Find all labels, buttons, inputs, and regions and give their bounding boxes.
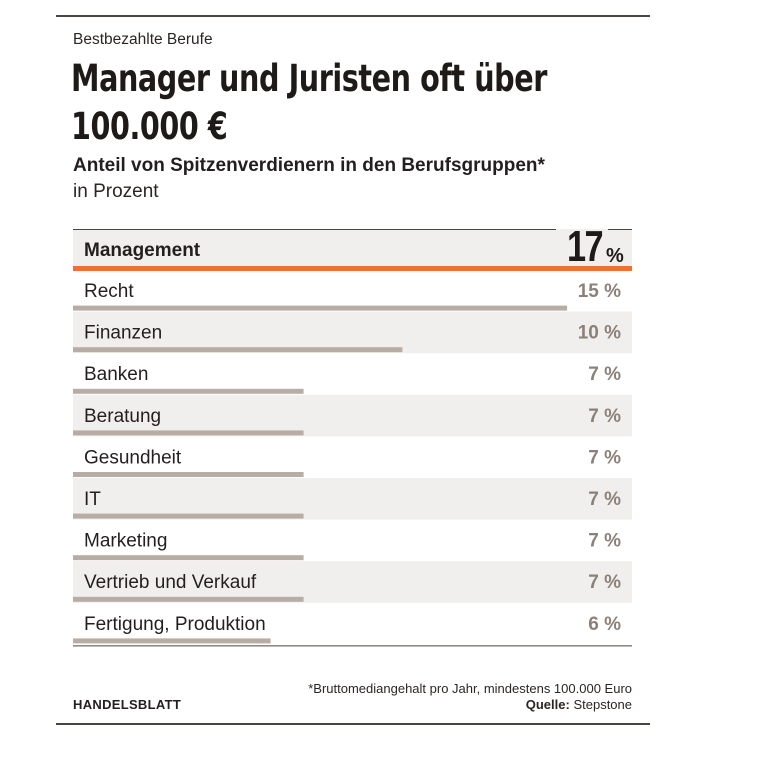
value-label: 7 % xyxy=(588,489,621,510)
source-label: Quelle: xyxy=(525,697,570,712)
row-background xyxy=(73,229,632,270)
data-bar xyxy=(73,596,304,602)
category-label: Banken xyxy=(84,364,148,385)
data-bar xyxy=(73,266,632,271)
category-label: Gesundheit xyxy=(84,447,182,468)
row-background xyxy=(73,394,632,437)
kicker: Bestbezahlte Berufe xyxy=(73,31,213,48)
headline: Manager und Juristen oft über 100.000 € xyxy=(71,57,547,148)
category-label: Management xyxy=(84,240,201,261)
category-label: Marketing xyxy=(84,531,167,552)
data-bar xyxy=(73,305,568,311)
source-line: Quelle: Stepstone xyxy=(526,697,632,712)
category-label: Vertrieb und Verkauf xyxy=(84,572,257,593)
chart-subtitle: Anteil von Spitzenverdienern in den Beru… xyxy=(73,155,545,176)
data-bar xyxy=(73,472,304,477)
unit-label: in Prozent xyxy=(73,181,159,202)
value-label: 7 % xyxy=(588,531,621,552)
data-bar xyxy=(73,430,304,436)
row-background xyxy=(73,561,632,603)
brand-logo: HANDELSBLATT xyxy=(73,697,182,712)
highlight-value: 17 xyxy=(567,222,603,271)
data-bar xyxy=(73,638,271,644)
category-label: IT xyxy=(84,489,101,510)
data-bar xyxy=(73,347,403,353)
bottom-rule xyxy=(56,723,650,725)
row-background xyxy=(73,478,632,520)
value-label: 10 % xyxy=(578,323,621,344)
top-rule xyxy=(56,15,650,17)
bar-chart: Management 17 % Recht 15 % Finanzen 10 % Banken… xyxy=(73,222,632,647)
data-bar xyxy=(73,555,304,561)
row-background xyxy=(73,311,632,354)
highlight-unit: % xyxy=(606,245,624,267)
value-label: 7 % xyxy=(588,447,621,468)
value-label: 7 % xyxy=(588,572,621,593)
source-value: Stepstone xyxy=(573,697,632,712)
data-bar xyxy=(73,388,304,394)
category-label: Fertigung, Produktion xyxy=(84,614,266,635)
value-label: 6 % xyxy=(588,614,621,635)
value-label: 7 % xyxy=(588,364,621,385)
value-label: 7 % xyxy=(588,406,621,427)
data-bar xyxy=(73,513,304,519)
category-label: Finanzen xyxy=(84,323,162,344)
footnote: *Bruttomediangehalt pro Jahr, mindestens… xyxy=(308,681,632,696)
category-label: Beratung xyxy=(84,406,161,427)
category-label: Recht xyxy=(84,281,134,302)
value-label: 15 % xyxy=(578,281,621,302)
